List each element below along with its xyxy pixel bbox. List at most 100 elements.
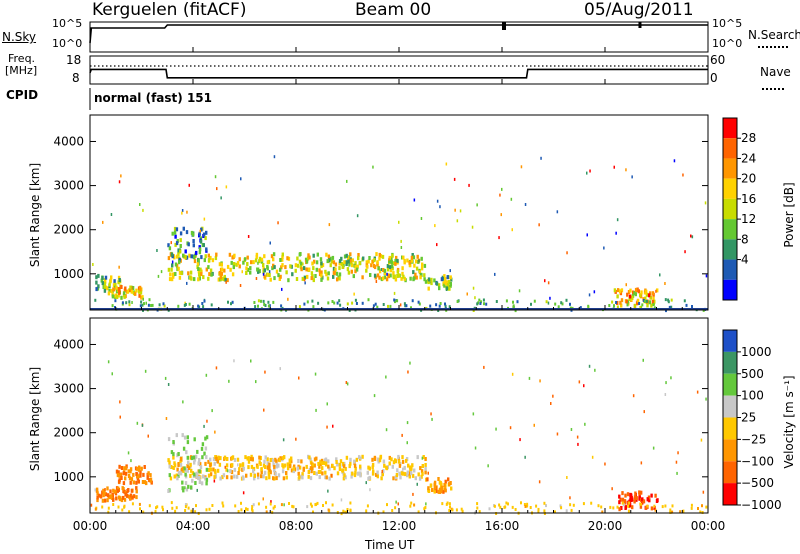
scatter-cell (347, 270, 351, 275)
scatter-cell (275, 476, 278, 481)
scatter-cell (415, 275, 418, 280)
scatter-cell (187, 271, 190, 276)
power-cb-swatch (723, 158, 737, 179)
scatter-cell (405, 458, 408, 463)
scatter-cell (113, 279, 116, 284)
scatter-cell (306, 300, 309, 304)
scatter-cell (381, 472, 384, 477)
scatter-cell (439, 481, 442, 485)
scatter-cell (472, 286, 475, 290)
scatter-cell (167, 267, 171, 272)
scatter-cell (331, 255, 335, 260)
scatter-cell (649, 295, 652, 300)
scatter-cell (119, 415, 121, 419)
scatter-cell (148, 504, 151, 508)
scatter-cell (343, 254, 347, 259)
scatter-cell (106, 486, 109, 491)
scatter-cell (130, 459, 132, 463)
scatter-cell (468, 183, 470, 187)
scatter-cell (324, 269, 327, 274)
scatter-cell (119, 472, 122, 477)
scatter-cell (385, 375, 387, 379)
power-cb-tick-label: 4 (741, 253, 749, 267)
velocity-cb-tick-label: 500 (741, 367, 764, 381)
scatter-cell (391, 509, 394, 512)
scatter-cell (377, 459, 380, 464)
scatter-cell (95, 287, 98, 292)
scatter-cell (118, 464, 121, 469)
scatter-cell (120, 466, 124, 470)
scatter-cell (690, 506, 693, 510)
scatter-cell (385, 428, 388, 432)
scatter-cell (591, 455, 594, 459)
scatter-cell (179, 244, 182, 248)
scatter-cell (352, 274, 355, 279)
scatter-cell (354, 261, 357, 266)
scatter-cell (406, 470, 409, 475)
scatter-cell (667, 298, 670, 302)
scatter-cell (409, 276, 412, 281)
scatter-cell (417, 510, 420, 514)
scatter-cell (101, 505, 104, 509)
scatter-cell (121, 301, 124, 305)
scatter-cell (156, 249, 158, 252)
scatter-cell (123, 505, 126, 509)
scatter-cell (202, 474, 205, 479)
scatter-cell (540, 156, 542, 160)
scatter-cell (97, 284, 100, 289)
scatter-cell (335, 460, 338, 464)
scatter-cell (586, 171, 588, 175)
scatter-cell (338, 259, 342, 264)
scatter-cell (192, 232, 195, 237)
scatter-cell (545, 300, 548, 304)
scatter-cell (642, 499, 646, 504)
scatter-cell (435, 303, 438, 307)
scatter-cell (565, 298, 568, 302)
scatter-cell (393, 291, 396, 295)
scatter-cell (195, 250, 198, 255)
power-cb-swatch (723, 118, 737, 139)
scatter-cell (141, 303, 144, 307)
scatter-cell (236, 457, 240, 462)
scatter-cell (476, 302, 479, 306)
scatter-cell (323, 461, 326, 465)
scatter-cell (292, 469, 295, 474)
scatter-cell (354, 470, 357, 475)
scatter-cell (179, 459, 182, 464)
scatter-cell (297, 471, 300, 476)
scatter-cell (411, 253, 414, 257)
scatter-cell (101, 281, 104, 286)
scatter-cell (342, 510, 345, 514)
scatter-cell (324, 475, 327, 480)
scatter-cell (332, 266, 336, 271)
scatter-cell (380, 268, 383, 271)
scatter-cell (245, 473, 248, 478)
scatter-cell (186, 468, 189, 473)
scatter-cell (325, 501, 327, 505)
scatter-cell (236, 261, 240, 266)
scatter-cell (444, 281, 447, 286)
scatter-cell (386, 264, 390, 268)
scatter-cell (114, 293, 117, 298)
scatter-cell (184, 255, 187, 259)
scatter-cell (170, 267, 173, 272)
scatter-cell (262, 299, 265, 303)
scatter-cell (168, 277, 172, 282)
scatter-cell (262, 266, 265, 271)
scatter-cell (381, 276, 385, 281)
scatter-cell (570, 428, 573, 431)
scatter-cell (215, 366, 218, 370)
scatter-cell (259, 462, 262, 466)
scatter-cell (443, 483, 446, 487)
scatter-cell (327, 489, 329, 493)
scatter-cell (543, 509, 546, 513)
scatter-cell (258, 455, 261, 460)
scatter-cell (438, 304, 441, 308)
scatter-cell (528, 376, 531, 380)
scatter-cell (138, 465, 141, 470)
scatter-cell (251, 457, 254, 462)
velocity-cb-swatch (723, 330, 737, 352)
scatter-cell (397, 459, 401, 464)
scatter-cell (330, 473, 333, 477)
power-cb-tick-label: 12 (741, 212, 756, 226)
